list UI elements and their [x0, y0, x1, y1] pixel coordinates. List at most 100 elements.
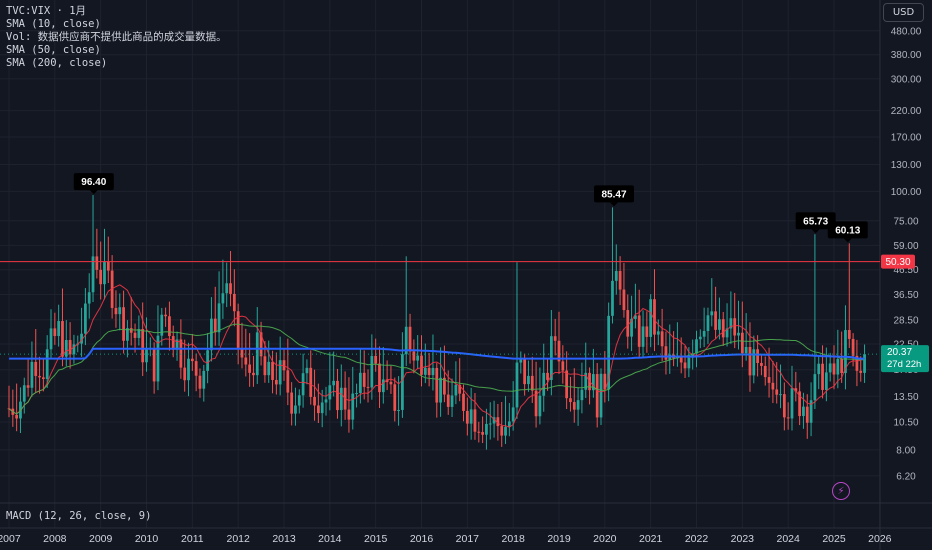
candle-body	[630, 318, 633, 337]
legend-sma10[interactable]: SMA (10, close)	[6, 18, 101, 30]
candle-body	[435, 367, 439, 403]
candle-body	[271, 361, 274, 380]
candle-body	[706, 315, 710, 332]
candle-body	[622, 289, 626, 311]
candle-body	[255, 332, 259, 376]
candle-body	[599, 373, 603, 418]
candle-body	[794, 388, 798, 392]
candle-body	[320, 402, 324, 414]
candle-body	[210, 318, 213, 351]
candle-body	[381, 379, 385, 393]
candle-body	[546, 372, 549, 380]
candle-body	[832, 363, 836, 375]
candle-body	[729, 318, 733, 329]
candle-body	[561, 361, 565, 371]
candle-body	[580, 389, 584, 401]
candle-body	[427, 367, 431, 376]
price-tick-label: 13.50	[893, 392, 918, 403]
candle-body	[527, 375, 530, 385]
candle-body	[752, 349, 756, 376]
candle-body	[500, 426, 504, 436]
candle-body	[171, 336, 175, 350]
candle-body	[202, 370, 206, 389]
candle-body	[404, 326, 408, 355]
candle-body	[523, 358, 526, 385]
candle-body	[786, 417, 790, 419]
candle-body	[294, 405, 297, 414]
price-tick-label: 6.20	[896, 471, 916, 482]
candle-body	[190, 358, 194, 362]
legend-volume[interactable]: Vol: 数据供应商不提供此商品的成交量数据。	[6, 31, 227, 43]
candle-body	[45, 349, 49, 379]
last-price-tag	[881, 345, 929, 373]
candle-body	[584, 372, 588, 390]
candle-body	[779, 394, 782, 396]
legend-sma50[interactable]: SMA (50, close)	[6, 44, 101, 56]
candle-body	[248, 364, 251, 373]
candle-body	[653, 299, 656, 335]
candle-body	[99, 269, 103, 285]
candle-body	[408, 326, 412, 352]
candle-body	[626, 310, 630, 337]
candle-body	[30, 361, 34, 388]
time-tick-label: 2021	[639, 533, 663, 545]
legend-sma200[interactable]: SMA (200, close)	[6, 57, 108, 69]
candle-body	[660, 331, 664, 347]
candle-body	[492, 417, 496, 424]
candle-body	[687, 357, 691, 369]
candle-body	[618, 271, 622, 290]
lightning-icon[interactable]: ⚡	[832, 482, 850, 500]
candle-body	[847, 330, 851, 339]
candle-body	[851, 338, 855, 356]
time-axis: 2007 2008 2009 2010 2011 2012 2013 2014 2015 2016…	[0, 533, 892, 545]
candle-body	[443, 377, 446, 395]
candle-body	[740, 332, 744, 354]
candle-body	[217, 303, 221, 333]
candle-body	[61, 321, 64, 357]
candle-body	[592, 374, 595, 391]
candle-body	[458, 384, 462, 394]
time-tick-label: 2022	[685, 533, 709, 545]
price-tick-label: 130.00	[891, 160, 922, 171]
candle-body	[439, 377, 442, 403]
candle-body	[641, 326, 645, 347]
candle-body	[473, 409, 477, 432]
legend-symbol[interactable]: TVC:VIX · 1月	[6, 5, 87, 17]
price-tick-label: 22.50	[893, 340, 918, 351]
time-tick-label: 2011	[181, 533, 204, 545]
candle-body	[187, 358, 190, 381]
annotation-box	[827, 221, 868, 239]
candle-body	[836, 358, 840, 375]
price-tick-label: 480.00	[891, 26, 922, 37]
candle-body	[313, 396, 316, 406]
candle-body	[553, 336, 557, 341]
candle-body	[710, 311, 714, 316]
candle-body	[790, 388, 794, 419]
candle-body	[278, 360, 282, 385]
candle-body	[198, 375, 202, 389]
candle-body	[152, 347, 156, 382]
candle-body	[702, 331, 706, 337]
candle-body	[664, 346, 668, 360]
candle-body	[637, 315, 641, 347]
time-tick-label: 2014	[318, 533, 342, 545]
macd-legend[interactable]: MACD (12, 26, close, 9)	[6, 510, 152, 522]
currency-button[interactable]: USD	[883, 3, 924, 22]
time-tick-label: 2026	[868, 533, 892, 545]
price-tick-label: 8.00	[896, 445, 916, 456]
candle-body	[362, 372, 366, 387]
candle-body	[496, 417, 500, 427]
candle-body	[695, 339, 698, 354]
sma50-line	[8, 323, 865, 415]
candle-body	[840, 358, 844, 374]
candle-body	[530, 375, 534, 391]
time-tick-label: 2019	[547, 533, 571, 545]
candle-body	[164, 314, 167, 317]
countdown-label: 27d 22h	[887, 359, 921, 370]
candle-body	[145, 348, 148, 363]
candle-body	[507, 421, 511, 427]
candle-body	[423, 367, 427, 375]
candle-body	[828, 363, 832, 373]
candle-body	[221, 293, 225, 304]
